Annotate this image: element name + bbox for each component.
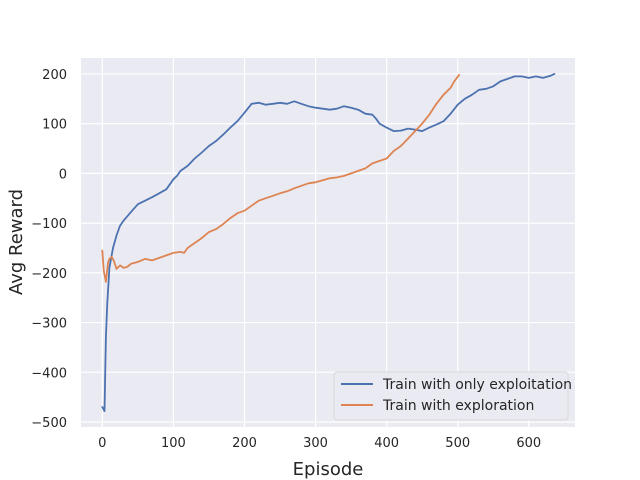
y-tick-label: −300: [31, 317, 67, 332]
tick-labels: 0 100 200 300 400 500 600 200 100 0 −100 −200 −300 −4…: [31, 68, 541, 451]
series-line-exploration: [101, 74, 460, 283]
y-tick-label: −200: [31, 267, 67, 282]
x-tick-label: 200: [232, 436, 257, 451]
x-tick-label: 500: [445, 436, 470, 451]
x-tick-label: 300: [303, 436, 328, 451]
legend-label-exploration: Train with exploration: [382, 398, 534, 414]
plot-area: [81, 58, 575, 427]
series-group: [101, 73, 556, 412]
x-tick-label: 100: [161, 436, 186, 451]
y-axis-label: Avg Reward: [6, 189, 27, 295]
y-tick-label: −500: [31, 416, 67, 431]
legend-label-exploitation: Train with only exploitation: [382, 377, 572, 393]
y-tick-label: 200: [42, 68, 67, 83]
x-tick-label: 0: [98, 436, 106, 451]
grid-lines: [81, 58, 575, 427]
legend-box: [333, 371, 569, 421]
series-line-exploitation: [101, 73, 556, 412]
y-tick-label: −100: [31, 217, 67, 232]
y-tick-label: −400: [31, 366, 67, 381]
x-axis-label: Episode: [293, 459, 364, 480]
y-tick-label: 0: [59, 167, 67, 182]
y-tick-label: 100: [42, 118, 67, 133]
legend: Train with only exploitation Train with …: [333, 371, 572, 421]
x-tick-label: 600: [516, 436, 541, 451]
x-tick-label: 400: [374, 436, 399, 451]
